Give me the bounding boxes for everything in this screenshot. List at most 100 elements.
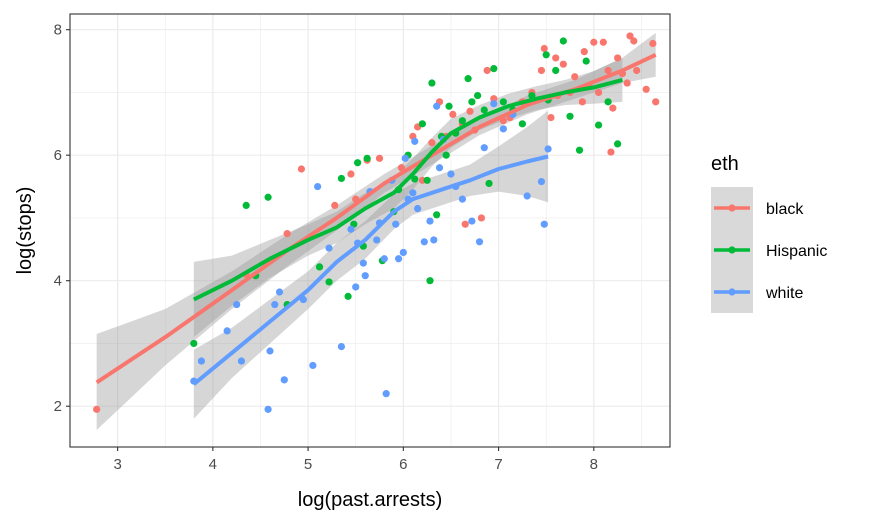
legend-key-point: [728, 204, 736, 212]
y-tick-label: 4: [54, 273, 62, 290]
point-black: [599, 38, 607, 46]
point-hispanic: [418, 120, 426, 128]
legend-label: Hispanic: [766, 243, 827, 260]
point-black: [466, 107, 474, 115]
point-white: [420, 238, 428, 246]
point-hispanic: [464, 75, 472, 83]
legend-key-point: [728, 246, 736, 254]
point-black: [626, 32, 634, 40]
point-white: [411, 137, 419, 145]
point-white: [352, 283, 360, 291]
panel-background: [70, 14, 670, 447]
point-white: [430, 236, 438, 244]
x-tick-label: 6: [399, 456, 407, 473]
x-tick-label: 8: [590, 456, 598, 473]
point-hispanic: [242, 201, 250, 209]
point-white: [480, 144, 488, 152]
point-white: [337, 342, 346, 351]
point-black: [630, 37, 638, 45]
point-white: [475, 238, 484, 246]
x-tick-label: 3: [113, 456, 121, 473]
point-black: [347, 170, 355, 178]
point-black: [461, 220, 469, 228]
point-hispanic: [518, 120, 526, 128]
point-white: [264, 405, 272, 413]
point-white: [409, 189, 417, 197]
point-hispanic: [433, 211, 441, 219]
point-black: [283, 230, 291, 238]
point-black: [375, 154, 384, 162]
point-black: [331, 201, 339, 209]
point-black: [552, 54, 560, 62]
point-black: [604, 66, 612, 75]
point-hispanic: [542, 51, 550, 59]
point-white: [271, 300, 279, 309]
point-white: [540, 220, 548, 228]
point-hispanic: [552, 66, 560, 75]
confidence-band-white: [193, 110, 549, 419]
point-black: [93, 405, 101, 413]
legend-key-hispanic: Hispanic: [711, 229, 827, 271]
point-white: [314, 182, 322, 191]
point-hispanic: [337, 174, 346, 183]
point-black: [614, 54, 622, 62]
point-hispanic: [442, 151, 450, 159]
point-white: [435, 164, 444, 172]
point-white: [197, 357, 206, 365]
point-white: [523, 192, 531, 200]
point-hispanic: [499, 98, 507, 106]
point-hispanic: [426, 277, 434, 285]
plot-panel: [69, 13, 671, 448]
legend: eth black Hispanic white: [711, 153, 827, 313]
point-white: [490, 100, 498, 108]
point-white: [361, 272, 369, 280]
point-white: [399, 248, 407, 257]
legend-key-white: white: [711, 271, 803, 313]
point-white: [347, 225, 355, 233]
point-black: [642, 85, 650, 93]
point-black: [594, 88, 603, 97]
point-hispanic: [490, 64, 498, 73]
point-black: [607, 148, 615, 156]
y-tick-label: 8: [54, 22, 62, 39]
y-axis-title: log(stops): [14, 187, 36, 275]
point-hispanic: [411, 175, 419, 183]
point-white: [433, 102, 441, 110]
point-hispanic: [582, 57, 590, 65]
legend-key-point: [728, 288, 736, 296]
point-white: [233, 300, 241, 309]
point-hispanic: [485, 179, 493, 188]
smooth-line-black: [95, 52, 657, 385]
point-hispanic: [264, 193, 272, 201]
legend-label: black: [766, 201, 804, 218]
point-white: [458, 195, 466, 203]
panel-border: [69, 13, 671, 448]
point-black: [609, 104, 617, 112]
point-black: [428, 139, 436, 147]
point-white: [359, 259, 367, 267]
point-hispanic: [566, 112, 574, 120]
point-white: [499, 125, 507, 133]
point-hispanic: [428, 79, 436, 87]
point-white: [237, 357, 246, 365]
point-hispanic: [458, 117, 466, 125]
confidence-band-black: [96, 32, 656, 431]
point-black: [490, 95, 498, 103]
point-white: [447, 170, 455, 178]
point-white: [266, 347, 274, 355]
point-black: [397, 164, 406, 172]
point-black: [477, 214, 486, 222]
smooth-line-white: [192, 154, 549, 386]
point-hispanic: [474, 91, 482, 100]
point-hispanic: [190, 339, 198, 348]
x-axis-ticks: 3 4 5 6 7 8: [113, 447, 598, 473]
y-tick-label: 2: [54, 398, 62, 415]
point-black: [559, 60, 567, 68]
point-white: [325, 244, 333, 252]
legend-title: eth: [711, 153, 739, 175]
point-white: [468, 217, 476, 225]
point-black: [649, 39, 657, 48]
point-white: [392, 220, 400, 228]
point-hispanic: [354, 159, 362, 167]
point-black: [540, 44, 548, 53]
